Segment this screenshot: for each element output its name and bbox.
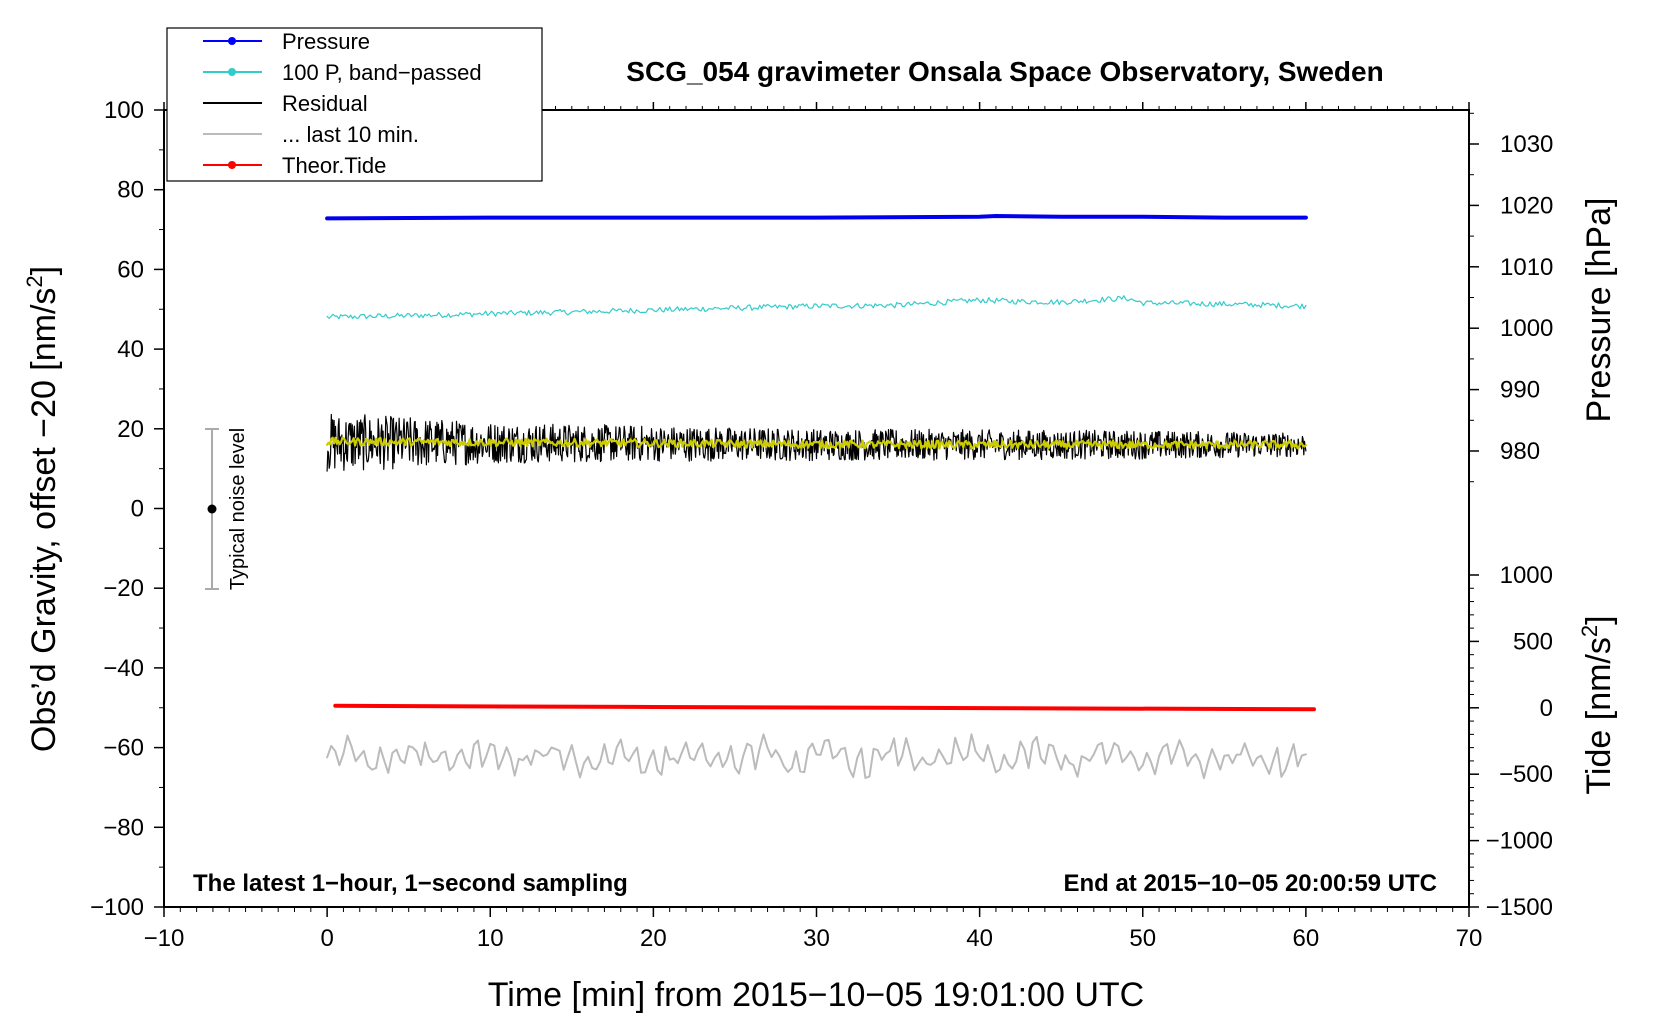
y-axis-title-left-sup: 2 xyxy=(22,275,47,287)
pressure-tick-label: 980 xyxy=(1500,438,1540,465)
tide-tick-label: −1000 xyxy=(1486,828,1553,855)
y-tick-label: 0 xyxy=(131,496,144,523)
y-tick-label: 20 xyxy=(117,416,144,443)
tide-tick-label: 0 xyxy=(1540,695,1553,722)
x-tick-label: 30 xyxy=(803,925,830,952)
tide-tick-label: 500 xyxy=(1513,628,1553,655)
pressure-tick-label: 1020 xyxy=(1500,192,1553,219)
legend-swatch-marker xyxy=(228,37,236,45)
series-last-10-min xyxy=(326,733,1307,780)
pressure-tick-label: 1000 xyxy=(1500,315,1553,342)
pressure-tick-label: 1010 xyxy=(1500,254,1553,281)
chart-title: SCG_054 gravimeter Onsala Space Observat… xyxy=(626,56,1383,87)
y-tick-label: 60 xyxy=(117,256,144,283)
noise-center-dot xyxy=(207,504,217,514)
legend-box xyxy=(166,27,543,182)
noise-level-indicator: Typical noise level xyxy=(205,428,249,590)
y-tick-label: 40 xyxy=(117,336,144,363)
plot-frame xyxy=(163,109,1470,908)
tide-tick-label: −1500 xyxy=(1486,894,1553,921)
x-axis-title: Time [min] from 2015−10−05 19:01:00 UTC xyxy=(488,976,1144,1014)
tick-layer: −10 0 10 20 30 40 50 60 70100806040200−20−40−60−… xyxy=(90,97,1553,952)
tide-tick-label: −500 xyxy=(1499,761,1553,788)
legend-label: Residual xyxy=(282,91,368,116)
y-tick-label: −80 xyxy=(103,814,144,841)
pressure-tick-label: 990 xyxy=(1500,377,1540,404)
legend-label: Pressure xyxy=(282,29,370,54)
legend-items: Pressure 100 P, band−passed Residual ... la… xyxy=(203,29,482,178)
series-residual-smoothed xyxy=(326,436,1307,450)
pressure-tick-label: 1030 xyxy=(1500,131,1553,158)
x-tick-label: 20 xyxy=(640,925,667,952)
annotation-left: The latest 1−hour, 1−second sampling xyxy=(193,870,628,897)
y-axis-title-left: Obs’d Gravity, offset −20 [nm/s2] xyxy=(22,266,63,752)
y-tick-label: −40 xyxy=(103,655,144,682)
y-tick-label: 80 xyxy=(117,177,144,204)
x-tick-label: −10 xyxy=(144,925,185,952)
series-layer xyxy=(325,214,1316,780)
legend-label: ... last 10 min. xyxy=(282,122,419,147)
y-axis-title-tide-end: ] xyxy=(1580,615,1618,624)
x-tick-label: 10 xyxy=(477,925,504,952)
noise-label: Typical noise level xyxy=(227,428,249,590)
series-pressure xyxy=(325,214,1308,221)
series-100-p-band-passed xyxy=(326,295,1307,320)
legend-swatch-marker xyxy=(228,68,236,76)
x-tick-label: 40 xyxy=(966,925,993,952)
y-axis-title-pressure: Pressure [hPa] xyxy=(1580,198,1618,423)
y-tick-label: −100 xyxy=(90,894,144,921)
legend-swatch-marker xyxy=(228,161,236,169)
x-tick-label: 70 xyxy=(1456,925,1483,952)
legend: Pressure 100 P, band−passed Residual ... la… xyxy=(166,27,543,182)
y-axis-title-tide: Tide [nm/s2] xyxy=(1577,615,1618,794)
y-axis-title-left-main: Obs’d Gravity, offset −20 [nm/s xyxy=(25,288,63,753)
annotation-right: End at 2015−10−05 20:00:59 UTC xyxy=(1063,870,1437,897)
series-residual xyxy=(326,413,1307,472)
y-tick-label: −60 xyxy=(103,735,144,762)
legend-label: 100 P, band−passed xyxy=(282,60,482,85)
x-tick-label: 0 xyxy=(320,925,333,952)
y-tick-label: −20 xyxy=(103,575,144,602)
series-theor-tide xyxy=(333,703,1316,712)
y-axis-title-tide-sup: 2 xyxy=(1577,625,1602,637)
y-axis-title-left-end: ] xyxy=(25,266,63,275)
legend-label: Theor.Tide xyxy=(282,153,386,178)
y-axis-title-tide-main: Tide [nm/s xyxy=(1580,637,1618,794)
x-tick-label: 60 xyxy=(1293,925,1320,952)
x-tick-label: 50 xyxy=(1129,925,1156,952)
y-tick-label: 100 xyxy=(104,97,144,124)
tide-tick-label: 1000 xyxy=(1500,562,1553,589)
